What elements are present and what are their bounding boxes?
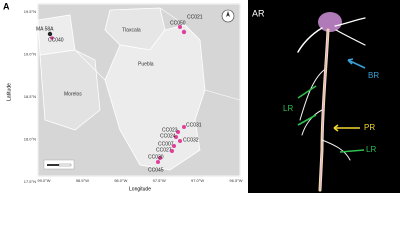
y-axis-label: Latitude: [6, 83, 12, 101]
site-label: CC050: [170, 20, 186, 26]
y-tick-label: 19.5°N: [24, 9, 36, 14]
site-label: CC021: [187, 14, 203, 20]
site-label: CC027: [156, 147, 172, 153]
site-label: MA 58A: [36, 26, 54, 32]
x-tick-label: 97.0°W: [191, 178, 204, 183]
site-label: CC045: [148, 167, 164, 173]
x-tick-label: 98.0°W: [114, 178, 127, 183]
map-states: [37, 3, 241, 177]
region-label: Tlaxcala: [122, 27, 141, 33]
region-label: Puebla: [138, 61, 154, 67]
y-tick-label: 17.5°N: [24, 179, 36, 184]
x-tick-label: 98.5°W: [76, 178, 89, 183]
y-tick-label: 19.0°N: [24, 52, 36, 57]
figure: A Tlaxcala Puebla Morelos CC021 CC050 MA…: [3, 0, 400, 193]
annotation: PR: [364, 123, 375, 132]
annotation: AR: [252, 8, 265, 18]
x-tick-label: 99.0°W: [37, 178, 50, 183]
annotation: LR: [283, 104, 293, 113]
scale-bar: [43, 159, 75, 170]
x-axis-label: Longitude: [129, 186, 151, 192]
site-label: CC030: [148, 154, 164, 160]
site-label: CC031: [186, 122, 202, 128]
site-label: CC023: [162, 127, 178, 133]
panel-label: A: [3, 1, 10, 11]
x-tick-label: 97.5°W: [153, 178, 166, 183]
region-label: Morelos: [64, 91, 82, 97]
map-borders: [74, 7, 241, 101]
site-label: CC007: [158, 141, 174, 147]
x-tick-label: 96.5°W: [229, 178, 242, 183]
panel-label: B: [252, 1, 259, 11]
annotation: BR: [368, 71, 379, 80]
north-arrow: [221, 9, 235, 23]
y-tick-label: 18.0°N: [24, 137, 36, 142]
site-pins: [47, 25, 187, 164]
site-label: CC040: [48, 37, 64, 43]
arrows: [297, 58, 366, 153]
site-label: CC032: [183, 137, 199, 143]
y-tick-label: 18.5°N: [24, 94, 36, 99]
annotation: LR: [366, 145, 376, 154]
root-tracing: [297, 12, 366, 192]
site-label: CC024: [160, 133, 176, 139]
